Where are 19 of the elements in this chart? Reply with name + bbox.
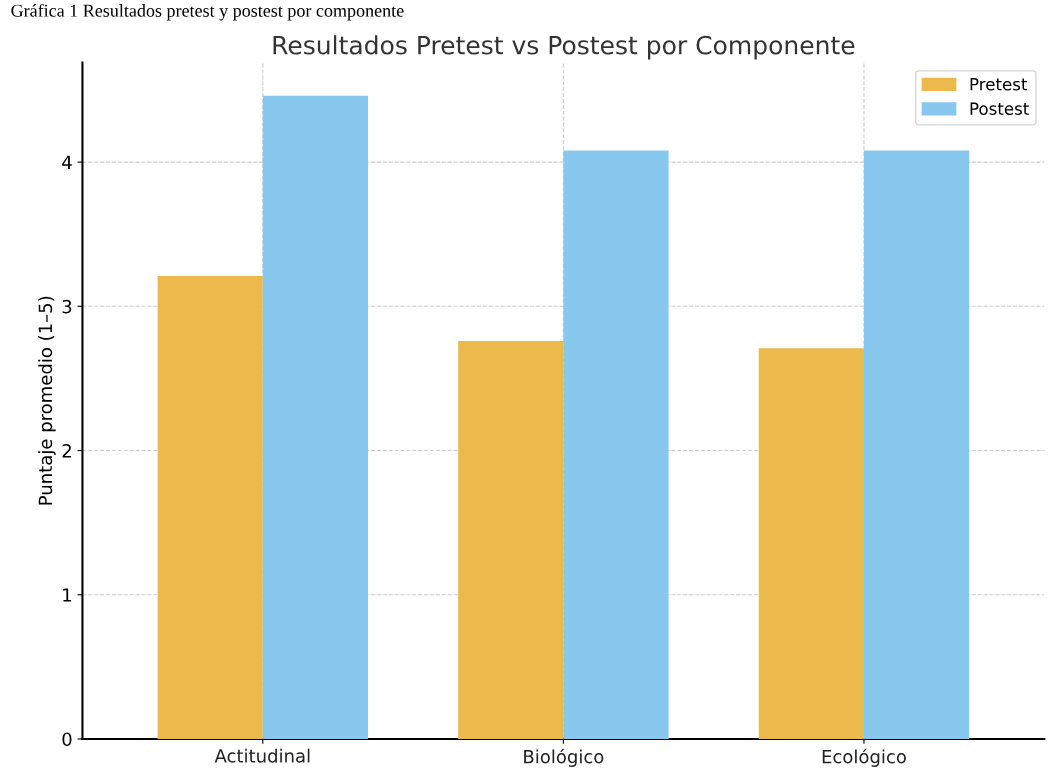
bar xyxy=(563,150,669,739)
chart-title: Resultados Pretest vs Postest por Componente xyxy=(273,35,855,60)
bar xyxy=(758,348,864,739)
y-tick-label: 1 xyxy=(63,588,72,602)
x-tick-label: Biológico xyxy=(524,748,604,767)
bar xyxy=(458,340,564,739)
y-tick-label: 2 xyxy=(62,443,71,458)
x-tick-label: Actitudinal xyxy=(214,748,310,763)
y-tick-label: 3 xyxy=(62,299,72,314)
legend-label: Pretest xyxy=(970,78,1028,91)
text: Gráfica 1 Resultados pretest y postest por componente xyxy=(11,3,404,21)
x-tick-label: Ecológico xyxy=(822,748,906,767)
y-axis-title: Puntaje promedio (1–5) xyxy=(38,296,56,505)
legend-label: Postest xyxy=(970,102,1029,115)
bar xyxy=(157,276,263,739)
y-tick-label: 4 xyxy=(62,155,72,169)
y-tick-label: 0 xyxy=(62,732,72,747)
bar xyxy=(863,150,970,739)
bar xyxy=(262,95,368,739)
